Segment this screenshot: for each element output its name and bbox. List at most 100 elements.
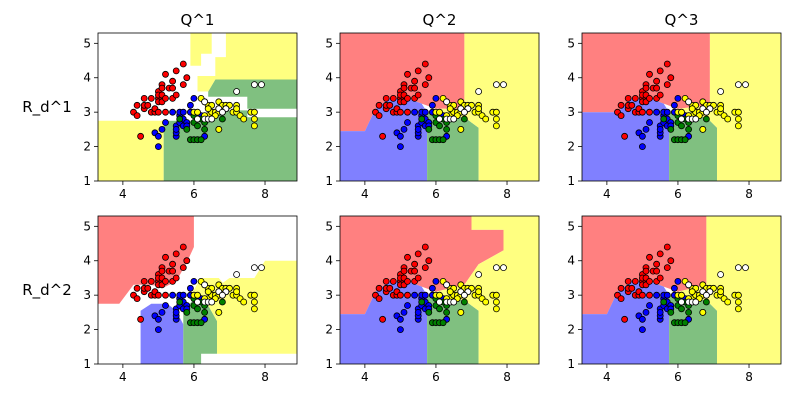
panel-2-3: 4 6 8 1 2 3 4 5	[567, 215, 782, 384]
data-point	[639, 291, 646, 299]
data-point	[218, 108, 226, 116]
y-tick-label: 4	[567, 254, 575, 268]
data-point	[179, 291, 187, 299]
data-point	[396, 326, 404, 334]
data-point	[653, 84, 660, 92]
data-point	[735, 81, 742, 88]
data-point	[421, 291, 429, 299]
data-point	[457, 308, 465, 316]
data-point	[724, 298, 732, 306]
data-point	[460, 115, 468, 123]
data-point	[233, 105, 241, 113]
data-point	[667, 74, 675, 82]
data-point	[460, 108, 468, 116]
data-point	[375, 295, 383, 303]
data-point	[172, 67, 180, 75]
axes-frame	[339, 32, 540, 182]
data-point	[179, 108, 187, 116]
decision-region-class-1	[340, 98, 428, 181]
data-point	[624, 277, 632, 285]
y-tick-label: 5	[567, 36, 575, 50]
data-point	[140, 277, 148, 285]
data-point	[194, 115, 201, 123]
data-point	[735, 108, 742, 116]
decision-region-class-0	[582, 33, 710, 113]
y-tick-label: 5	[83, 36, 91, 50]
data-point	[646, 108, 653, 116]
data-point	[386, 284, 394, 292]
data-point	[724, 115, 732, 123]
data-point	[692, 115, 700, 123]
x-tick-label: 4	[119, 370, 127, 384]
data-point	[439, 136, 447, 144]
data-point	[492, 108, 500, 116]
x-tick-label: 6	[432, 187, 440, 201]
data-point	[428, 284, 436, 292]
data-point	[396, 143, 404, 151]
data-point	[446, 288, 454, 296]
data-point	[436, 108, 443, 116]
x-tick-label: 8	[503, 370, 511, 384]
data-point	[443, 98, 451, 106]
x-tick-label: 6	[190, 187, 198, 201]
x-tick-label: 6	[674, 187, 682, 201]
data-point	[176, 298, 184, 306]
x-tick-label: 8	[745, 370, 753, 384]
data-point	[169, 260, 177, 268]
data-point	[250, 122, 258, 130]
decision-region-class-0	[340, 216, 504, 315]
data-point	[660, 298, 668, 306]
data-point	[172, 91, 180, 99]
data-point	[411, 260, 419, 268]
data-point	[492, 81, 500, 88]
data-point	[639, 326, 646, 334]
data-point	[628, 284, 636, 292]
data-point	[678, 122, 685, 130]
data-point	[450, 115, 458, 123]
data-point	[735, 291, 742, 299]
data-point	[688, 288, 696, 296]
data-point	[194, 122, 201, 130]
plot-area	[98, 33, 297, 181]
data-point	[411, 84, 419, 92]
data-point	[418, 115, 426, 123]
data-point	[446, 105, 454, 113]
decision-region-class-3	[98, 120, 164, 181]
data-point	[375, 101, 383, 109]
y-tick-label: 2	[325, 323, 333, 337]
decision-region-class-3	[190, 33, 212, 66]
data-point	[475, 288, 483, 296]
y-tick-label: 4	[83, 71, 91, 85]
data-point	[382, 95, 390, 102]
data-point	[436, 122, 443, 130]
y-tick-label: 3	[567, 105, 575, 119]
data-point	[624, 95, 632, 102]
data-point	[411, 267, 419, 275]
x-tick-label: 4	[119, 187, 127, 201]
data-point	[685, 125, 692, 133]
panel-2-2: 4 6 8 1 2 3 4 5	[325, 215, 540, 384]
data-point	[140, 95, 148, 102]
data-point	[717, 271, 724, 278]
panel-1-1: 4 6 8 1 2 3 4 5	[83, 32, 298, 201]
data-point	[194, 291, 201, 299]
data-point	[681, 136, 689, 144]
data-point	[194, 298, 201, 306]
x-tick-label: 8	[745, 187, 753, 201]
decision-region-class-1	[340, 281, 428, 364]
y-tick-label: 5	[83, 219, 91, 233]
data-point	[158, 125, 166, 133]
data-point	[500, 81, 507, 88]
data-point	[414, 91, 422, 99]
data-point	[667, 257, 675, 265]
data-point	[204, 105, 212, 113]
data-point	[735, 264, 742, 272]
data-point	[717, 288, 724, 296]
column-title: Q^3	[665, 11, 699, 29]
data-point	[621, 132, 628, 140]
data-point	[179, 60, 187, 68]
y-tick-label: 5	[325, 219, 333, 233]
data-point	[250, 115, 258, 123]
data-point	[162, 253, 169, 261]
data-point	[172, 274, 180, 282]
